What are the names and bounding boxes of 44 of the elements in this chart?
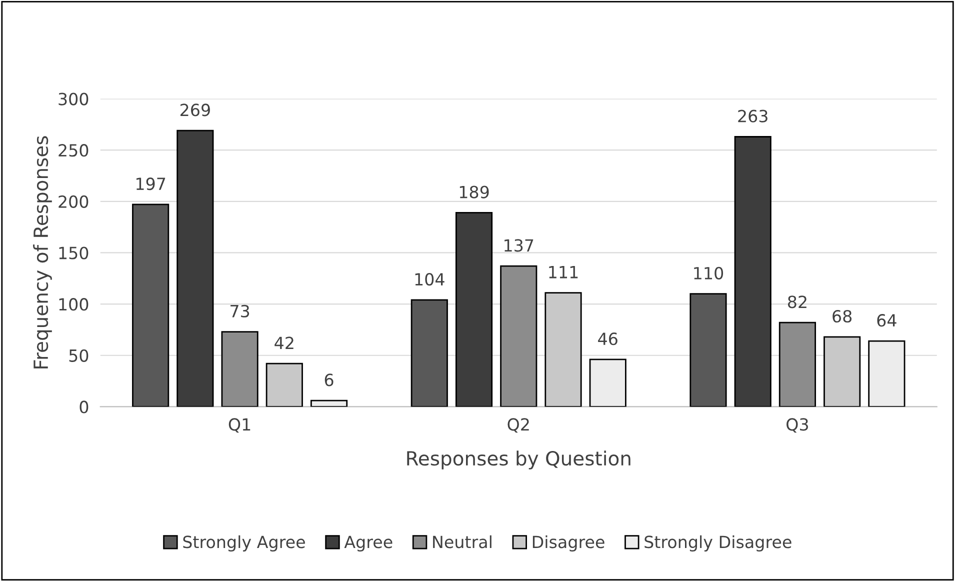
bar (589, 358, 626, 407)
data-label: 111 (549, 266, 578, 278)
data-label: 82 (788, 296, 806, 308)
y-axis-title: Frequency of Responses (33, 136, 52, 368)
legend-label: Agree (344, 536, 392, 552)
bar (221, 331, 258, 407)
bar (868, 340, 906, 407)
bar (778, 322, 816, 407)
data-label: 73 (230, 304, 250, 318)
x-axis-title: Responses by Question (407, 450, 630, 470)
bar (176, 130, 214, 407)
data-label: 137 (504, 239, 534, 252)
bar (500, 265, 538, 407)
bar (410, 299, 448, 407)
bar (734, 136, 772, 407)
data-label: 42 (274, 336, 294, 350)
legend-label: Strongly Disagree (644, 535, 792, 552)
data-label: 110 (694, 266, 724, 280)
data-label: 197 (136, 178, 166, 190)
legend-label: Disagree (532, 535, 604, 552)
bar (455, 212, 493, 407)
y-tick-label: 200 (58, 195, 88, 208)
y-tick-label: 50 (69, 349, 88, 362)
data-label: 68 (832, 310, 852, 323)
bar (132, 204, 170, 407)
y-tick-label: 0 (80, 400, 88, 414)
x-tick-label: Q1 (228, 418, 250, 433)
data-label: 104 (415, 273, 444, 286)
legend-label: Neutral (433, 535, 492, 548)
y-tick-label: 100 (59, 298, 88, 311)
y-tick-label: 250 (58, 144, 88, 157)
x-tick-label: Q2 (508, 418, 529, 433)
data-label: 6 (324, 374, 334, 386)
y-tick-label: 150 (59, 246, 88, 260)
bar (310, 400, 348, 407)
bar (690, 293, 727, 407)
data-label: 269 (180, 104, 210, 116)
y-tick-label: 300 (58, 92, 88, 106)
legend-label: Strongly Agree (183, 535, 305, 552)
data-label: 263 (738, 110, 768, 122)
data-label: 64 (877, 314, 896, 327)
x-tick-label: Q3 (786, 418, 808, 433)
data-label: 46 (598, 332, 618, 346)
data-label: 189 (460, 186, 489, 198)
